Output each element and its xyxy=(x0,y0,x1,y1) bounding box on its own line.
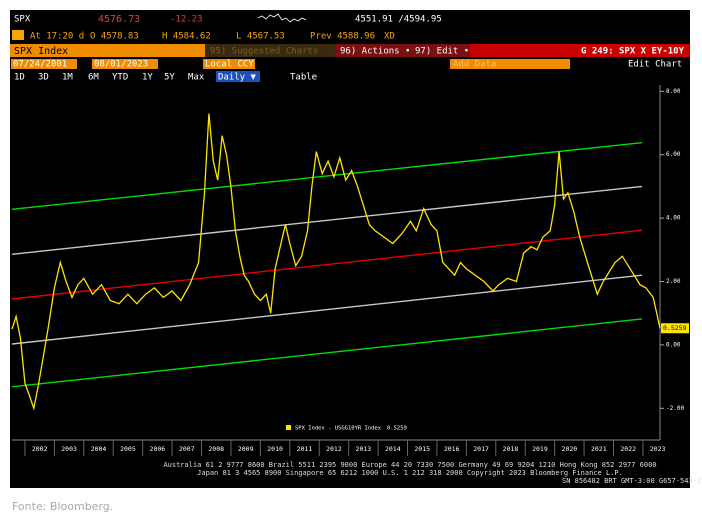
footer-line: SN 856482 BRT GMT-3:00 G657-543-171 01-A… xyxy=(562,477,702,485)
x-tick-label: 2017 xyxy=(473,445,489,453)
quote-field: H 4584.62 xyxy=(162,32,211,42)
x-tick-label: 2014 xyxy=(385,445,401,453)
last-value-tag xyxy=(661,323,689,334)
x-tick-label: 2021 xyxy=(591,445,607,453)
period-button[interactable]: 6M xyxy=(88,73,99,83)
currency[interactable]: Local CCY xyxy=(205,60,254,70)
security: SPX Index xyxy=(14,46,68,57)
period-button[interactable]: 3D xyxy=(38,73,49,83)
last-price: 4576.73 xyxy=(98,14,140,25)
period-button[interactable]: Table xyxy=(290,73,317,83)
channel-line xyxy=(11,274,643,345)
x-tick-label: 2011 xyxy=(297,445,313,453)
period-button[interactable]: 5Y xyxy=(164,73,175,83)
security-bar xyxy=(10,44,205,57)
suggested-bar[interactable] xyxy=(205,44,335,57)
quote-field: XD xyxy=(384,32,395,42)
channel-line xyxy=(11,142,643,210)
footer-line: Australia 61 2 9777 8600 Brazil 5511 239… xyxy=(163,461,656,469)
y-tick-label: 6.00 xyxy=(666,151,681,158)
x-tick-label: 2008 xyxy=(208,445,224,453)
x-tick-label: 2012 xyxy=(326,445,342,453)
last-value-label: 0.5259 xyxy=(663,324,687,332)
end-date-box[interactable] xyxy=(92,59,158,69)
chart-id: G 249: SPX X EY-10Y xyxy=(581,47,685,57)
period-button[interactable]: 1D xyxy=(14,73,25,83)
period-button[interactable]: 1M xyxy=(62,73,73,83)
actions-menu[interactable]: 96) Actions • xyxy=(340,47,410,57)
price-line xyxy=(11,113,661,411)
x-tick-label: 2009 xyxy=(238,445,254,453)
x-tick-label: 2023 xyxy=(650,445,666,453)
x-tick-label: 2018 xyxy=(503,445,519,453)
suggested-charts[interactable]: 95) Suggested Charts xyxy=(210,47,318,57)
x-tick-label: 2013 xyxy=(356,445,372,453)
x-tick-label: 2004 xyxy=(91,445,107,453)
end-date[interactable]: 08/01/2023 xyxy=(94,60,148,70)
period-button[interactable]: 1Y xyxy=(142,73,153,83)
y-tick-label: 2.00 xyxy=(666,278,681,285)
x-tick-label: 2003 xyxy=(61,445,77,453)
start-date-box[interactable] xyxy=(11,59,77,69)
channel-line xyxy=(11,229,643,300)
x-tick-label: 2007 xyxy=(179,445,195,453)
currency-box[interactable] xyxy=(203,59,255,69)
x-tick-label: 2015 xyxy=(414,445,430,453)
menu-bar[interactable] xyxy=(335,44,470,57)
terminal-bg xyxy=(10,10,690,488)
start-date[interactable]: 07/24/2001 xyxy=(13,60,67,70)
x-tick-label: 2019 xyxy=(532,445,548,453)
chart-id-bar xyxy=(470,44,690,57)
channel-line xyxy=(11,318,643,388)
x-tick-label: 2005 xyxy=(120,445,136,453)
period-highlight xyxy=(216,71,260,82)
x-tick-label: 2002 xyxy=(32,445,48,453)
period-button[interactable]: Max xyxy=(188,73,205,83)
quote-field: O 4578.83 xyxy=(90,32,139,42)
x-tick-label: 2020 xyxy=(562,445,578,453)
legend-swatch xyxy=(286,425,291,430)
add-data[interactable]: Add Data xyxy=(453,60,496,70)
period-button[interactable]: Daily ▼ xyxy=(218,73,257,83)
y-tick-label: 0.00 xyxy=(666,341,681,348)
x-tick-label: 2016 xyxy=(444,445,460,453)
source: Fonte: Bloomberg. xyxy=(12,500,113,513)
quote-field: At 17:20 d xyxy=(30,32,84,42)
ticker: SPX xyxy=(14,15,31,25)
edit-menu[interactable]: 97) Edit • xyxy=(415,47,469,57)
y-tick-label: -2.00 xyxy=(666,405,684,412)
x-tick-label: 2022 xyxy=(620,445,636,453)
legend-value: 0.5259 xyxy=(387,426,407,432)
y-tick-label: 4.00 xyxy=(666,215,681,222)
quote-field: L 4567.53 xyxy=(236,32,285,42)
change: -12.23 xyxy=(170,15,203,25)
x-tick-label: 2010 xyxy=(267,445,283,453)
add-data-box[interactable] xyxy=(450,59,570,69)
sparkline xyxy=(257,13,307,23)
legend-name: SPX Index - USGG10YR Index xyxy=(295,426,382,432)
day-range: 4551.91 /4594.95 xyxy=(355,15,442,25)
y-tick-label: 8.00 xyxy=(666,88,681,95)
alert-icon[interactable] xyxy=(12,30,24,40)
edit-chart[interactable]: Edit Chart xyxy=(628,60,682,70)
channel-line xyxy=(11,185,643,255)
footer-line: Japan 81 3 4565 8900 Singapore 65 6212 1… xyxy=(197,469,623,477)
period-button[interactable]: YTD xyxy=(112,73,128,83)
quote-field: Prev 4588.96 xyxy=(310,32,375,42)
x-tick-label: 2006 xyxy=(150,445,166,453)
